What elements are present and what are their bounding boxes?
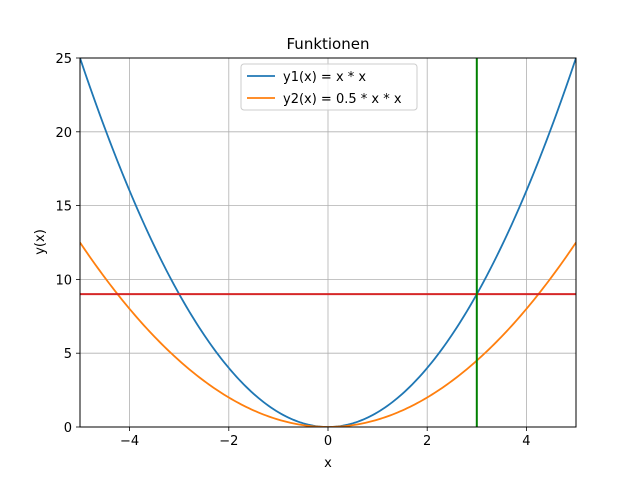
legend: y1(x) = x * x y2(x) = 0.5 * x * x bbox=[240, 63, 418, 111]
x-axis-label: x bbox=[324, 456, 332, 471]
y-tick-label: 15 bbox=[55, 200, 72, 215]
x-tick-label: 0 bbox=[324, 434, 332, 449]
series-group bbox=[80, 58, 576, 427]
legend-label-1: y1(x) = x * x bbox=[283, 70, 366, 85]
series-line-1 bbox=[80, 58, 576, 427]
grid bbox=[80, 57, 576, 428]
y-axis-label: y(x) bbox=[33, 229, 48, 255]
series-line-2 bbox=[80, 241, 576, 427]
x-ticks: −4 −2 0 2 4 bbox=[120, 427, 531, 449]
y-ticks: 0 5 10 15 20 25 bbox=[55, 52, 80, 436]
x-tick-label: −4 bbox=[120, 434, 139, 449]
y-tick-label: 0 bbox=[64, 421, 72, 436]
y-tick-label: 20 bbox=[55, 126, 72, 141]
reference-lines bbox=[80, 58, 576, 427]
legend-box bbox=[240, 63, 418, 111]
legend-label-2: y2(x) = 0.5 * x * x bbox=[283, 92, 402, 107]
x-tick-label: −2 bbox=[219, 434, 238, 449]
y-tick-label: 25 bbox=[55, 52, 72, 67]
y-tick-label: 5 bbox=[64, 347, 72, 362]
chart-title: Funktionen bbox=[287, 35, 370, 53]
x-tick-label: 2 bbox=[423, 434, 431, 449]
x-tick-label: 4 bbox=[522, 434, 530, 449]
y-tick-label: 10 bbox=[55, 273, 72, 288]
